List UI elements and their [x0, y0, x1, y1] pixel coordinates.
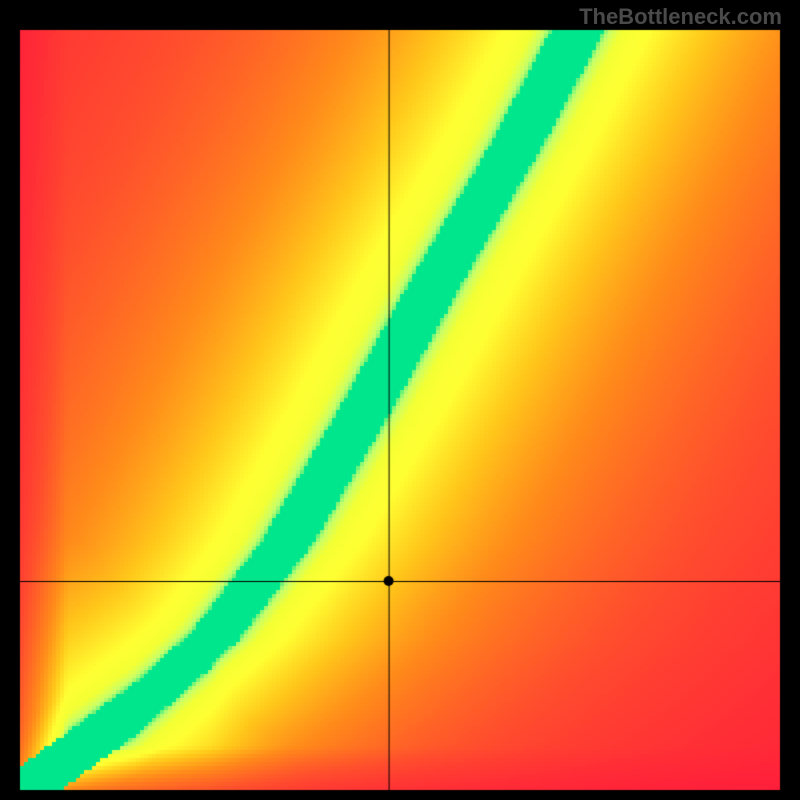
chart-container: { "attribution": { "text": "TheBottlenec… [0, 0, 800, 800]
bottleneck-heatmap [0, 0, 800, 800]
attribution-text: TheBottleneck.com [579, 4, 782, 30]
